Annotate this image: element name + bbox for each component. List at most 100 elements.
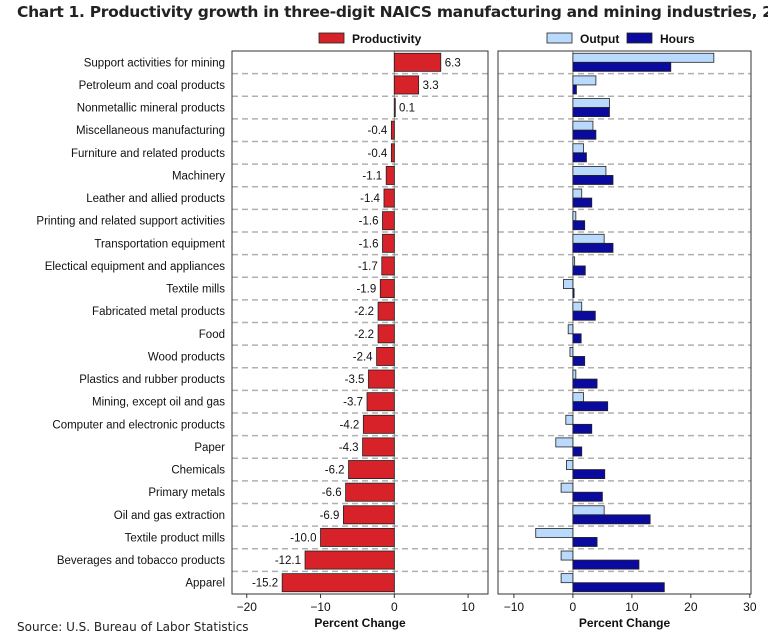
productivity-data-label: -10.0 xyxy=(290,532,316,544)
x-tick-label: 20 xyxy=(684,600,698,614)
category-label: Furniture and related products xyxy=(71,148,225,160)
hours-bar xyxy=(572,197,593,208)
hours-bar xyxy=(572,491,603,502)
productivity-bar xyxy=(390,120,395,140)
productivity-data-label: -12.1 xyxy=(275,555,301,567)
category-label: Textile product mills xyxy=(125,532,226,544)
productivity-data-label: 0.1 xyxy=(399,103,415,115)
category-label: Wood products xyxy=(148,351,225,363)
productivity-bar xyxy=(320,527,395,547)
productivity-data-label: -0.4 xyxy=(368,148,388,160)
productivity-data-label: -4.2 xyxy=(339,419,359,431)
output-bar xyxy=(566,460,574,470)
productivity-data-label: -2.2 xyxy=(354,329,374,341)
hours-bar xyxy=(572,469,606,480)
productivity-data-label: -2.2 xyxy=(354,306,374,318)
hours-bar xyxy=(572,537,598,547)
productivity-data-label: -1.9 xyxy=(356,284,376,296)
output-bar xyxy=(572,505,605,516)
hours-bar xyxy=(572,152,587,163)
category-label: Primary metals xyxy=(148,487,225,499)
output-bar xyxy=(572,165,607,176)
category-label: Chemicals xyxy=(171,465,225,477)
hours-bar xyxy=(572,242,614,253)
output-bar xyxy=(555,437,574,448)
output-bar xyxy=(572,392,584,403)
productivity-bar xyxy=(379,279,395,299)
hours-bar xyxy=(572,288,575,299)
x-tick-label: −20 xyxy=(237,600,258,614)
productivity-data-label: -1.6 xyxy=(359,238,379,250)
productivity-bar xyxy=(368,369,395,389)
output-bar xyxy=(560,573,574,584)
hours-bar xyxy=(572,107,610,118)
hours-bar xyxy=(572,175,614,185)
output-bar xyxy=(572,233,605,244)
chart-title: Chart 1. Productivity growth in three-di… xyxy=(17,3,768,21)
hours-bar xyxy=(572,84,577,95)
productivity-data-label: -1.4 xyxy=(360,193,380,205)
output-bar xyxy=(569,346,574,357)
output-bar xyxy=(572,188,583,199)
productivity-data-label: 3.3 xyxy=(423,80,439,92)
productivity-data-label: -4.3 xyxy=(339,442,359,454)
productivity-bar xyxy=(377,324,395,344)
hours-bar xyxy=(572,333,582,344)
hours-bar xyxy=(572,514,651,525)
hours-bar xyxy=(572,129,597,140)
productivity-bar xyxy=(382,211,395,231)
output-bar xyxy=(572,52,715,63)
productivity-data-label: -3.7 xyxy=(343,397,363,409)
category-label: Printing and related support activities xyxy=(36,216,225,228)
category-label: Petroleum and coal products xyxy=(79,80,226,92)
category-label: Support activities for mining xyxy=(84,57,225,69)
productivity-bar xyxy=(376,346,395,366)
category-label: Textile mills xyxy=(166,284,225,296)
output-bar xyxy=(572,143,584,154)
productivity-bar xyxy=(390,143,395,163)
hours-bar xyxy=(572,401,609,412)
productivity-bar xyxy=(304,550,395,570)
category-label: Electical equipment and appliances xyxy=(45,261,226,273)
productivity-data-label: -1.1 xyxy=(362,170,382,182)
legend-label-hours: Hours xyxy=(660,32,695,46)
productivity-bar xyxy=(345,482,395,502)
hours-bar xyxy=(572,446,583,457)
category-label: Transportation equipment xyxy=(94,238,225,250)
productivity-bar xyxy=(381,256,395,276)
category-label: Mining, except oil and gas xyxy=(92,397,225,409)
plot-frame xyxy=(497,50,752,595)
productivity-bar xyxy=(385,165,395,185)
output-bar xyxy=(572,98,610,108)
category-label: Leather and allied products xyxy=(86,193,225,205)
x-tick-label: 10 xyxy=(461,600,475,614)
output-bar xyxy=(560,482,574,493)
output-bar xyxy=(572,120,594,131)
productivity-bar xyxy=(348,460,395,480)
productivity-data-label: -2.4 xyxy=(353,351,373,363)
x-tick-label: 0 xyxy=(391,600,398,614)
productivity-data-label: -3.5 xyxy=(345,374,365,386)
category-label: Oil and gas extraction xyxy=(114,510,225,522)
productivity-data-label: -1.6 xyxy=(359,216,379,228)
category-label: Machinery xyxy=(172,170,225,182)
x-axis-label: Percent Change xyxy=(314,616,406,630)
productivity-bar xyxy=(393,75,420,95)
productivity-data-label: -0.4 xyxy=(368,125,388,137)
output-bar xyxy=(565,414,574,425)
output-bar xyxy=(572,369,577,380)
output-bar xyxy=(560,550,574,561)
output-bar xyxy=(563,279,574,289)
hours-bar xyxy=(572,356,586,366)
productivity-bar xyxy=(393,98,396,118)
legend-swatch-productivity xyxy=(318,32,345,44)
productivity-bar xyxy=(393,52,442,72)
x-tick-label: 10 xyxy=(625,600,639,614)
productivity-bar xyxy=(362,414,395,434)
productivity-bar xyxy=(362,437,395,457)
output-bar xyxy=(567,324,574,335)
category-label: Plastics and rubber products xyxy=(79,374,225,386)
productivity-bar xyxy=(377,301,395,321)
productivity-bar xyxy=(343,505,395,525)
legend-label-output: Output xyxy=(580,32,619,46)
